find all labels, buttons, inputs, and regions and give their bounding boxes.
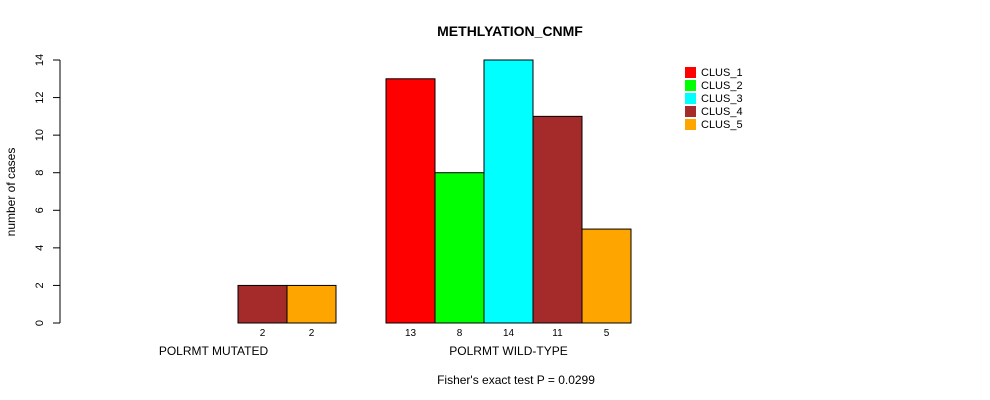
legend-swatch [685,93,696,104]
group-label: POLRMT MUTATED [159,344,269,358]
bar-clus-5 [581,228,632,324]
footnote: Fisher's exact test P = 0.0299 [437,373,595,387]
y-tick-label: 8 [34,170,46,176]
y-axis-label: number of cases [4,148,18,237]
bar-clus-2 [434,172,485,324]
legend-label: CLUS_1 [701,67,743,79]
y-tick-label: 12 [34,91,46,103]
bar-clus-4 [237,284,288,324]
legend-label: CLUS_3 [701,93,743,105]
legend-swatch [685,119,696,130]
legend-swatch [685,106,696,117]
y-tick-label: 4 [34,245,46,251]
bar-value-label: 2 [260,328,266,339]
legend-label: CLUS_5 [701,119,743,131]
bar-value-label: 13 [405,328,417,339]
group-labels: POLRMT MUTATED POLRMT WILD-TYPE [159,344,568,358]
bar-value-label: 8 [457,328,463,339]
bars [237,59,632,324]
bar-value-label: 5 [604,328,610,339]
legend-label: CLUS_2 [701,80,743,92]
legend-swatch [685,80,696,91]
bar-value-label: 11 [552,328,563,339]
bar-value-label: 2 [309,328,315,339]
bar-value-labels: 2 2 13 8 14 11 5 [260,328,610,339]
y-tick-label: 14 [34,54,46,66]
bar-value-label: 14 [503,328,515,339]
y-tick-label: 6 [34,207,46,213]
y-tick-label: 2 [34,282,46,288]
legend-label: CLUS_4 [701,106,743,118]
bar-clus-4 [532,115,583,324]
bar-clus-1 [385,78,436,324]
chart-title: METHLYATION_CNMF [437,23,583,39]
bar-clus-5 [286,284,337,324]
y-tick-label: 10 [34,129,46,141]
y-axis: 0 2 4 6 8 10 12 14 [34,54,61,326]
legend-swatch [685,67,696,78]
group-label: POLRMT WILD-TYPE [449,344,567,358]
y-tick-label: 0 [34,320,46,326]
bar-clus-3 [483,59,534,324]
